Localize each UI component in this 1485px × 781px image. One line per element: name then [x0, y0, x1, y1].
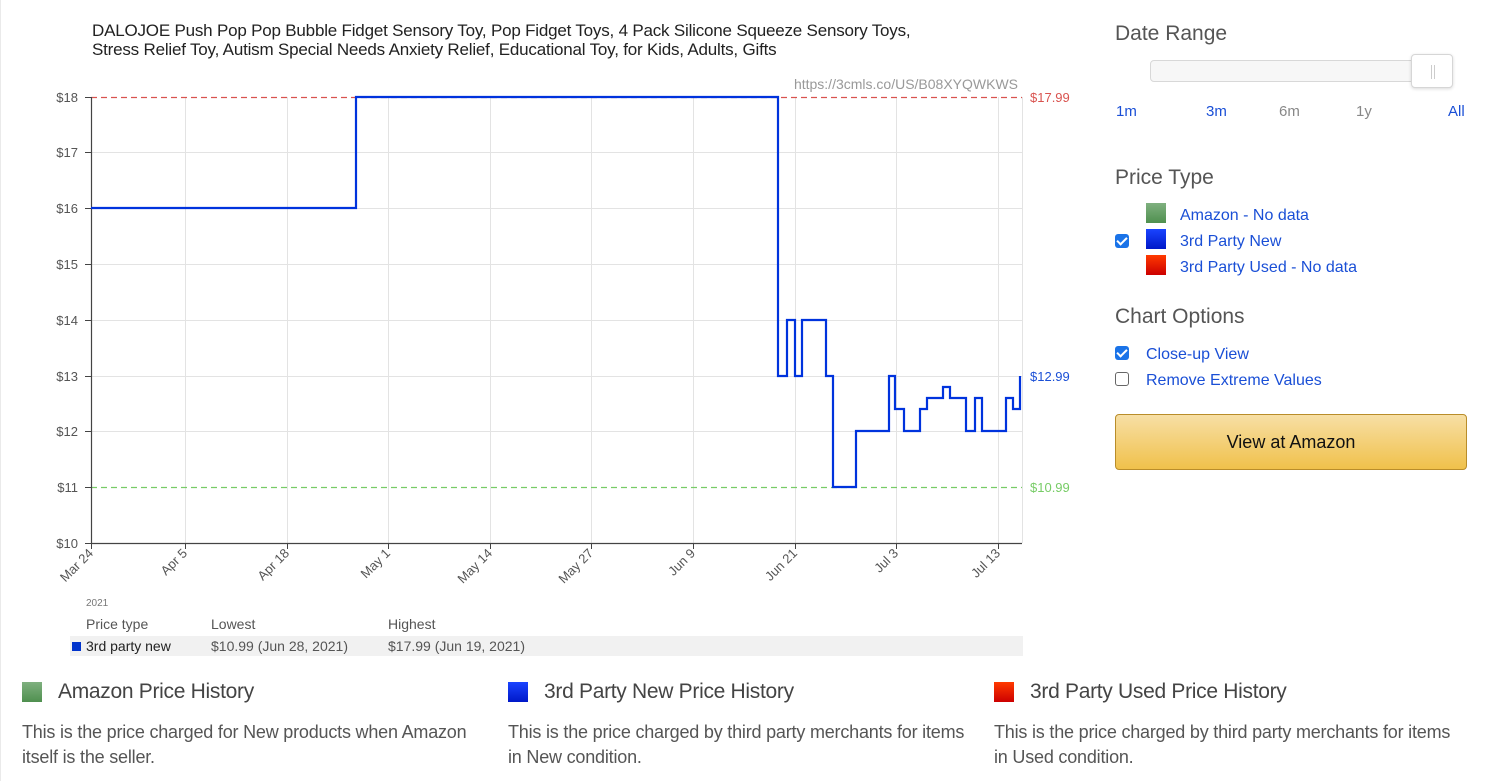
range-1y-link: 1y — [1356, 103, 1372, 120]
svg-text:May 27: May 27 — [555, 546, 596, 587]
svg-text:$12: $12 — [56, 424, 78, 439]
view-at-amazon-button[interactable]: View at Amazon — [1115, 414, 1467, 470]
svg-text:Jun 21: Jun 21 — [762, 546, 800, 584]
lowest-price-label: $10.99 — [1030, 480, 1070, 495]
svg-text:$13: $13 — [56, 369, 78, 384]
x-tick-marks — [91, 543, 999, 549]
stats-header-lowest: Lowest — [211, 616, 256, 632]
3rd-party-new-legend-swatch-icon — [508, 682, 528, 702]
svg-text:$14: $14 — [56, 313, 78, 328]
y-tick-marks — [85, 97, 91, 544]
current-price-label: $12.99 — [1030, 369, 1070, 384]
chart-title-line-1: DALOJOE Push Pop Pop Bubble Fidget Senso… — [92, 21, 911, 40]
legend-3rd-party-new-desc: This is the price charged by third party… — [508, 722, 965, 767]
svg-text:$11: $11 — [57, 480, 78, 495]
price-type-3rd-party-used[interactable]: 3rd Party Used - No data — [1180, 259, 1357, 276]
range-3m-link[interactable]: 3m — [1206, 103, 1227, 120]
price-chart-panel — [10, 0, 1092, 662]
remove-extreme-values-checkbox[interactable] — [1115, 372, 1129, 386]
price-history-chart: $18 $17 $16 $15 $14 $13 $12 $11 $10 Mar … — [56, 76, 1070, 609]
legend-3rd-party-used-desc: This is the price charged by third party… — [994, 722, 1451, 767]
3rd-party-used-legend-swatch-icon — [994, 682, 1014, 702]
horizontal-gridlines — [91, 152, 1022, 432]
legend-amazon-desc: This is the price charged for New produc… — [22, 722, 467, 767]
svg-text:$16: $16 — [56, 201, 78, 216]
watermark-url: https://3cmls.co/US/B08XYQWKWS — [794, 76, 1018, 92]
close-up-view-label[interactable]: Close-up View — [1146, 346, 1249, 363]
price-type-3rd-party-new-checkbox[interactable] — [1115, 234, 1129, 248]
series-3rd-party-new — [91, 95, 1022, 489]
remove-extreme-values-label[interactable]: Remove Extreme Values — [1146, 372, 1322, 389]
highest-price-label: $17.99 — [1030, 90, 1070, 105]
amazon-swatch-icon — [1146, 203, 1166, 223]
svg-text:Apr 5: Apr 5 — [158, 546, 191, 579]
svg-text:May 14: May 14 — [454, 546, 495, 587]
legend-amazon-title: Amazon Price History — [58, 680, 254, 703]
chart-title-line-2: Stress Relief Toy, Autism Special Needs … — [92, 40, 777, 59]
legend-3rd-party-used-title: 3rd Party Used Price History — [1030, 680, 1287, 703]
svg-text:Apr 18: Apr 18 — [254, 546, 292, 584]
stats-header-price-type: Price type — [86, 616, 149, 632]
price-type-title: Price Type — [1115, 166, 1214, 189]
x-tick-labels: Mar 24 Apr 5 Apr 18 May 1 May 14 May 27 … — [57, 546, 1003, 587]
svg-text:$10: $10 — [56, 536, 78, 551]
date-range-slider-track[interactable] — [1150, 60, 1450, 82]
chart-title: DALOJOE Push Pop Pop Bubble Fidget Senso… — [92, 21, 1072, 59]
stats-row-highest: $17.99 (Jun 19, 2021) — [388, 638, 525, 654]
svg-text:Jul 13: Jul 13 — [968, 546, 1003, 581]
3rd-party-new-swatch-icon — [1146, 229, 1166, 249]
range-all-link[interactable]: All — [1448, 103, 1465, 120]
y-tick-labels: $18 $17 $16 $15 $14 $13 $12 $11 $10 — [56, 90, 78, 551]
3rd-party-used-swatch-icon — [1146, 255, 1166, 275]
date-range-slider-handle[interactable] — [1411, 54, 1453, 88]
svg-text:May 1: May 1 — [357, 546, 393, 582]
svg-text:Jul 3: Jul 3 — [871, 546, 901, 576]
price-type-amazon[interactable]: Amazon - No data — [1180, 207, 1309, 224]
stats-row-type: 3rd party new — [86, 638, 171, 654]
stats-series-swatch — [72, 642, 81, 651]
amazon-legend-swatch-icon — [22, 682, 42, 702]
range-6m-link: 6m — [1279, 103, 1300, 120]
price-type-3rd-party-new[interactable]: 3rd Party New — [1180, 233, 1282, 250]
legend-3rd-party-new-title: 3rd Party New Price History — [544, 680, 794, 703]
svg-text:$18: $18 — [56, 90, 78, 105]
stats-row-lowest: $10.99 (Jun 28, 2021) — [211, 638, 348, 654]
stats-header-highest: Highest — [388, 616, 436, 632]
close-up-view-checkbox[interactable] — [1115, 346, 1129, 360]
svg-text:Mar 24: Mar 24 — [57, 546, 96, 585]
date-range-title: Date Range — [1115, 22, 1228, 45]
svg-text:$15: $15 — [56, 257, 78, 272]
year-label: 2021 — [86, 598, 109, 609]
svg-text:Jun 9: Jun 9 — [665, 546, 698, 579]
svg-text:$17: $17 — [56, 145, 78, 160]
stats-row-highlight — [70, 636, 1023, 656]
chart-options-title: Chart Options — [1115, 305, 1245, 328]
range-1m-link[interactable]: 1m — [1116, 103, 1137, 120]
